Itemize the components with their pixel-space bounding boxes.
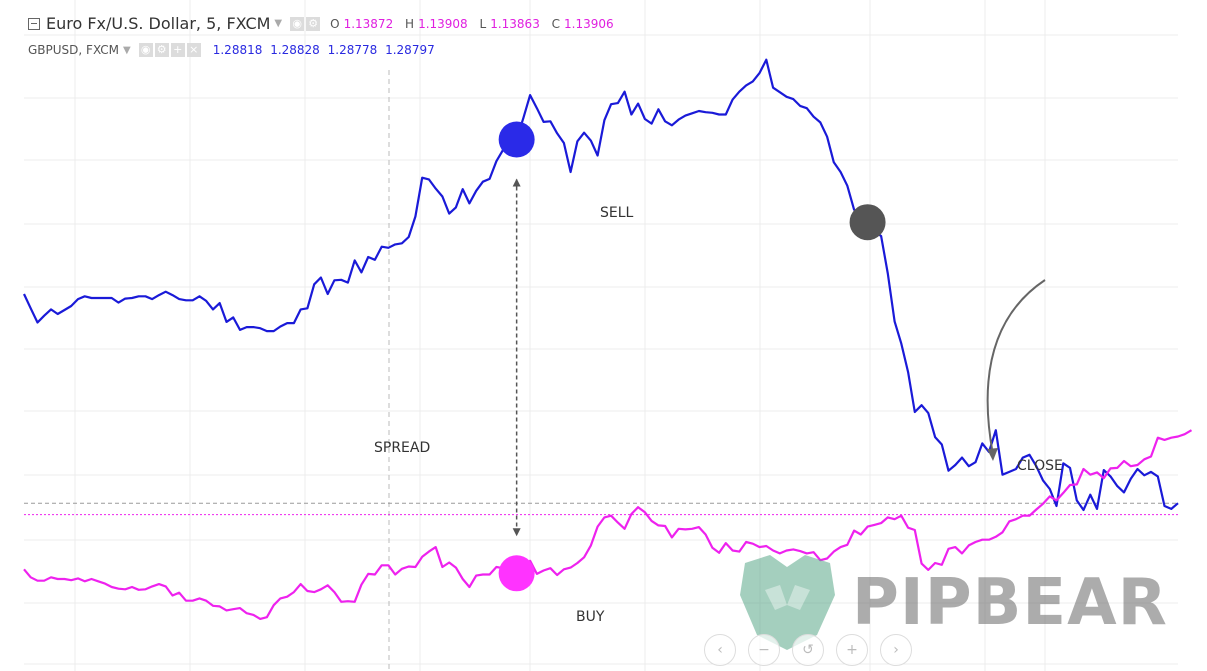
- gear-icon[interactable]: ⚙: [154, 43, 169, 57]
- eye-icon[interactable]: ◉: [290, 16, 305, 31]
- close-curved-arrow: [986, 279, 1046, 456]
- sell-label: SELL: [600, 205, 634, 221]
- zoom-in-button[interactable]: +: [836, 634, 868, 666]
- close-marker: [849, 204, 886, 241]
- spread-arrow-head-top: [512, 178, 521, 187]
- reset-button[interactable]: ↺: [792, 634, 824, 666]
- buy-label: BUY: [576, 609, 605, 625]
- compare-value: 1.28818: [212, 43, 263, 57]
- compare-value: 1.28797: [385, 43, 435, 57]
- collapse-icon[interactable]: [28, 17, 40, 30]
- buy-marker: [498, 555, 535, 592]
- scroll-left-button[interactable]: ‹: [704, 634, 736, 666]
- bear-logo-icon: [740, 555, 835, 650]
- pipbear-watermark: PIPBEAR: [735, 555, 1168, 650]
- sell-marker: [498, 121, 535, 158]
- close-arrow-head: [987, 448, 998, 461]
- compare-symbol-title[interactable]: GBPUSD, FXCM: [28, 43, 120, 57]
- high-value: 1.13908: [418, 16, 468, 31]
- compare-values: 1.28818 1.28828 1.28778 1.28797: [213, 43, 439, 57]
- open-label: O: [330, 16, 340, 31]
- plus-icon[interactable]: +: [170, 43, 185, 57]
- close-icon[interactable]: ×: [186, 43, 201, 57]
- chart-navigation: ‹ − ↺ + ›: [704, 634, 924, 666]
- close-value: 1.13906: [564, 16, 614, 31]
- low-label: L: [479, 16, 487, 31]
- main-symbol-title[interactable]: Euro Fx/U.S. Dollar, 5, FXCM: [46, 14, 271, 33]
- high-label: H: [405, 16, 415, 31]
- chevron-down-icon[interactable]: ▼: [274, 18, 283, 29]
- eye-icon[interactable]: ◉: [138, 43, 153, 57]
- compare-series-legend: GBPUSD, FXCM ▼ ◉ ⚙ + × 1.28818 1.28828 1…: [28, 43, 439, 57]
- watermark-text: PIPBEAR: [852, 565, 1168, 640]
- close-label: C: [551, 16, 561, 31]
- compare-value: 1.28778: [327, 43, 378, 57]
- low-value: 1.13863: [490, 16, 540, 31]
- spread-label: SPREAD: [374, 440, 431, 456]
- open-value: 1.13872: [343, 16, 394, 31]
- zoom-out-button[interactable]: −: [748, 634, 780, 666]
- gbpusd-series-line: [23, 58, 1179, 512]
- compare-value: 1.28828: [270, 43, 320, 57]
- scroll-right-button[interactable]: ›: [880, 634, 912, 666]
- gear-icon[interactable]: ⚙: [306, 16, 321, 31]
- eurusd-series-line: [23, 429, 1193, 621]
- spread-arrow-head-bottom: [512, 528, 521, 537]
- chart-grid: [24, 0, 1178, 671]
- close-label-annotation: CLOSE: [1017, 458, 1063, 474]
- main-series-legend: Euro Fx/U.S. Dollar, 5, FXCM ▼ ◉ ⚙ O 1.13…: [28, 14, 622, 33]
- chevron-down-icon[interactable]: ▼: [123, 44, 131, 56]
- ohlc-values: O 1.13872 H 1.13908 L 1.13863 C 1.13906: [330, 17, 622, 31]
